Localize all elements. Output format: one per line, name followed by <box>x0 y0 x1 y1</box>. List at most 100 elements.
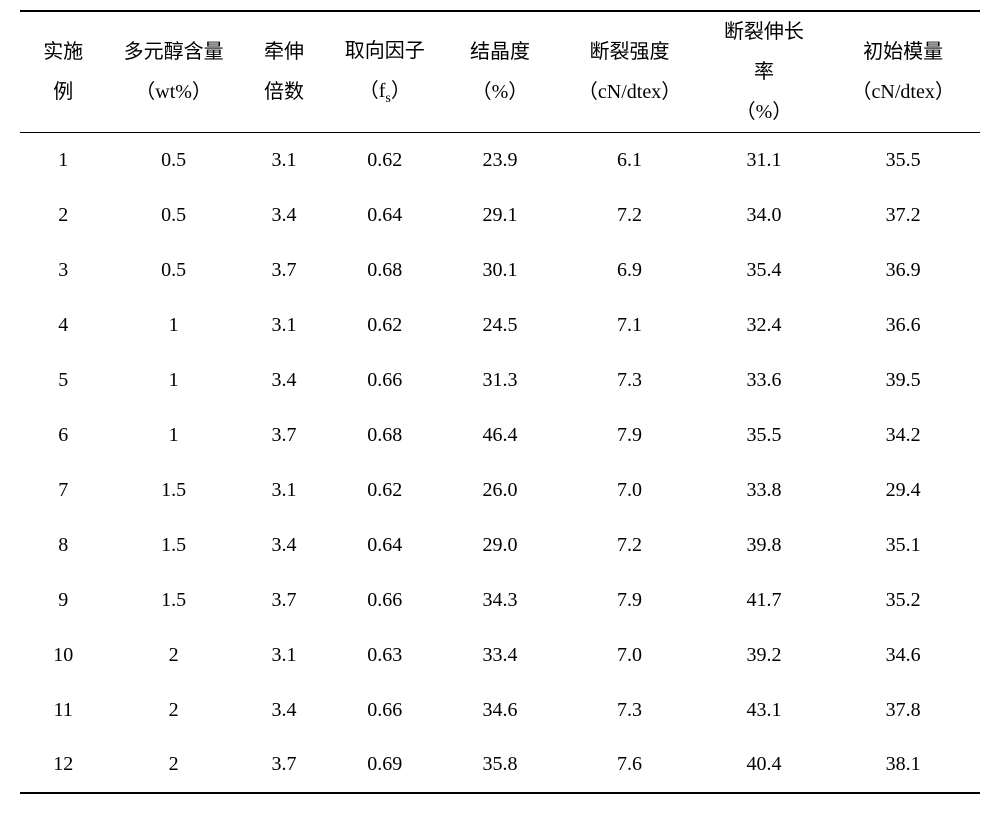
table-cell: 34.0 <box>702 188 827 243</box>
table-cell: 33.8 <box>702 463 827 518</box>
table-row: 1023.10.6333.47.039.234.6 <box>20 628 980 683</box>
table-cell: 34.6 <box>826 628 980 683</box>
table-cell: 31.3 <box>442 353 557 408</box>
table-header: 实施 例 多元醇含量 （wt%） 牵伸 倍数 取向因子 （fs） 结晶度 （ <box>20 11 980 133</box>
table-cell: 0.5 <box>106 243 240 298</box>
table-cell: 23.9 <box>442 133 557 188</box>
table-row: 91.53.70.6634.37.941.735.2 <box>20 573 980 628</box>
table-cell: 39.8 <box>702 518 827 573</box>
table-cell: 35.2 <box>826 573 980 628</box>
table-cell: 0.5 <box>106 188 240 243</box>
table-cell: 2 <box>106 628 240 683</box>
table-cell: 31.1 <box>702 133 827 188</box>
table-cell: 0.5 <box>106 133 240 188</box>
table-cell: 6 <box>20 408 106 463</box>
table-cell: 3.7 <box>241 573 327 628</box>
table-row: 81.53.40.6429.07.239.835.1 <box>20 518 980 573</box>
table-cell: 40.4 <box>702 738 827 793</box>
table-cell: 7.3 <box>558 353 702 408</box>
table-cell: 10 <box>20 628 106 683</box>
table-cell: 4 <box>20 298 106 353</box>
table-cell: 7.9 <box>558 408 702 463</box>
col-header-example: 实施 例 <box>20 11 106 133</box>
table-cell: 1.5 <box>106 518 240 573</box>
table-cell: 7.2 <box>558 518 702 573</box>
table-row: 20.53.40.6429.17.234.037.2 <box>20 188 980 243</box>
table-cell: 35.5 <box>826 133 980 188</box>
table-cell: 39.2 <box>702 628 827 683</box>
table-cell: 3.4 <box>241 518 327 573</box>
table-cell: 26.0 <box>442 463 557 518</box>
table-cell: 39.5 <box>826 353 980 408</box>
table-row: 413.10.6224.57.132.436.6 <box>20 298 980 353</box>
col-header-draw-ratio: 牵伸 倍数 <box>241 11 327 133</box>
table-cell: 3 <box>20 243 106 298</box>
table-row: 1123.40.6634.67.343.137.8 <box>20 683 980 738</box>
table-cell: 1.5 <box>106 573 240 628</box>
table-cell: 38.1 <box>826 738 980 793</box>
table-cell: 0.63 <box>327 628 442 683</box>
table-cell: 0.68 <box>327 243 442 298</box>
table-cell: 0.62 <box>327 298 442 353</box>
table-cell: 37.8 <box>826 683 980 738</box>
table-cell: 2 <box>20 188 106 243</box>
table-cell: 3.1 <box>241 298 327 353</box>
col-header-elongation-at-break: 断裂伸长 率 （%） <box>702 11 827 133</box>
table-cell: 34.3 <box>442 573 557 628</box>
table-cell: 0.64 <box>327 188 442 243</box>
table-cell: 3.1 <box>241 463 327 518</box>
col-header-breaking-strength: 断裂强度 （cN/dtex） <box>558 11 702 133</box>
table-cell: 30.1 <box>442 243 557 298</box>
table-cell: 0.66 <box>327 573 442 628</box>
table-row: 513.40.6631.37.333.639.5 <box>20 353 980 408</box>
table-cell: 35.5 <box>702 408 827 463</box>
table-cell: 29.1 <box>442 188 557 243</box>
table-cell: 1 <box>20 133 106 188</box>
table-cell: 0.69 <box>327 738 442 793</box>
table-cell: 7 <box>20 463 106 518</box>
table-row: 613.70.6846.47.935.534.2 <box>20 408 980 463</box>
table-cell: 2 <box>106 683 240 738</box>
table-cell: 2 <box>106 738 240 793</box>
table-cell: 7.2 <box>558 188 702 243</box>
table-cell: 41.7 <box>702 573 827 628</box>
table-row: 1223.70.6935.87.640.438.1 <box>20 738 980 793</box>
table-cell: 35.4 <box>702 243 827 298</box>
table-body: 10.53.10.6223.96.131.135.520.53.40.6429.… <box>20 133 980 793</box>
table-cell: 9 <box>20 573 106 628</box>
col-header-polyol-content: 多元醇含量 （wt%） <box>106 11 240 133</box>
table-cell: 36.9 <box>826 243 980 298</box>
table-cell: 43.1 <box>702 683 827 738</box>
table-cell: 35.1 <box>826 518 980 573</box>
table-cell: 12 <box>20 738 106 793</box>
col-header-crystallinity: 结晶度 （%） <box>442 11 557 133</box>
table-cell: 36.6 <box>826 298 980 353</box>
table-cell: 1 <box>106 408 240 463</box>
data-table: 实施 例 多元醇含量 （wt%） 牵伸 倍数 取向因子 （fs） 结晶度 （ <box>20 10 980 794</box>
table-cell: 3.4 <box>241 683 327 738</box>
table-cell: 3.4 <box>241 353 327 408</box>
table-cell: 32.4 <box>702 298 827 353</box>
table-cell: 1.5 <box>106 463 240 518</box>
table-cell: 7.0 <box>558 463 702 518</box>
table-cell: 6.9 <box>558 243 702 298</box>
table-cell: 35.8 <box>442 738 557 793</box>
table-cell: 33.4 <box>442 628 557 683</box>
table-cell: 29.0 <box>442 518 557 573</box>
table-cell: 37.2 <box>826 188 980 243</box>
table-cell: 24.5 <box>442 298 557 353</box>
table-cell: 7.1 <box>558 298 702 353</box>
table-row: 30.53.70.6830.16.935.436.9 <box>20 243 980 298</box>
table-cell: 3.1 <box>241 133 327 188</box>
table-cell: 6.1 <box>558 133 702 188</box>
table-cell: 34.2 <box>826 408 980 463</box>
table-row: 10.53.10.6223.96.131.135.5 <box>20 133 980 188</box>
table-cell: 1 <box>106 353 240 408</box>
table-cell: 7.9 <box>558 573 702 628</box>
table-cell: 7.0 <box>558 628 702 683</box>
table-cell: 0.62 <box>327 133 442 188</box>
table-cell: 34.6 <box>442 683 557 738</box>
table-cell: 29.4 <box>826 463 980 518</box>
table-cell: 7.3 <box>558 683 702 738</box>
table-cell: 5 <box>20 353 106 408</box>
